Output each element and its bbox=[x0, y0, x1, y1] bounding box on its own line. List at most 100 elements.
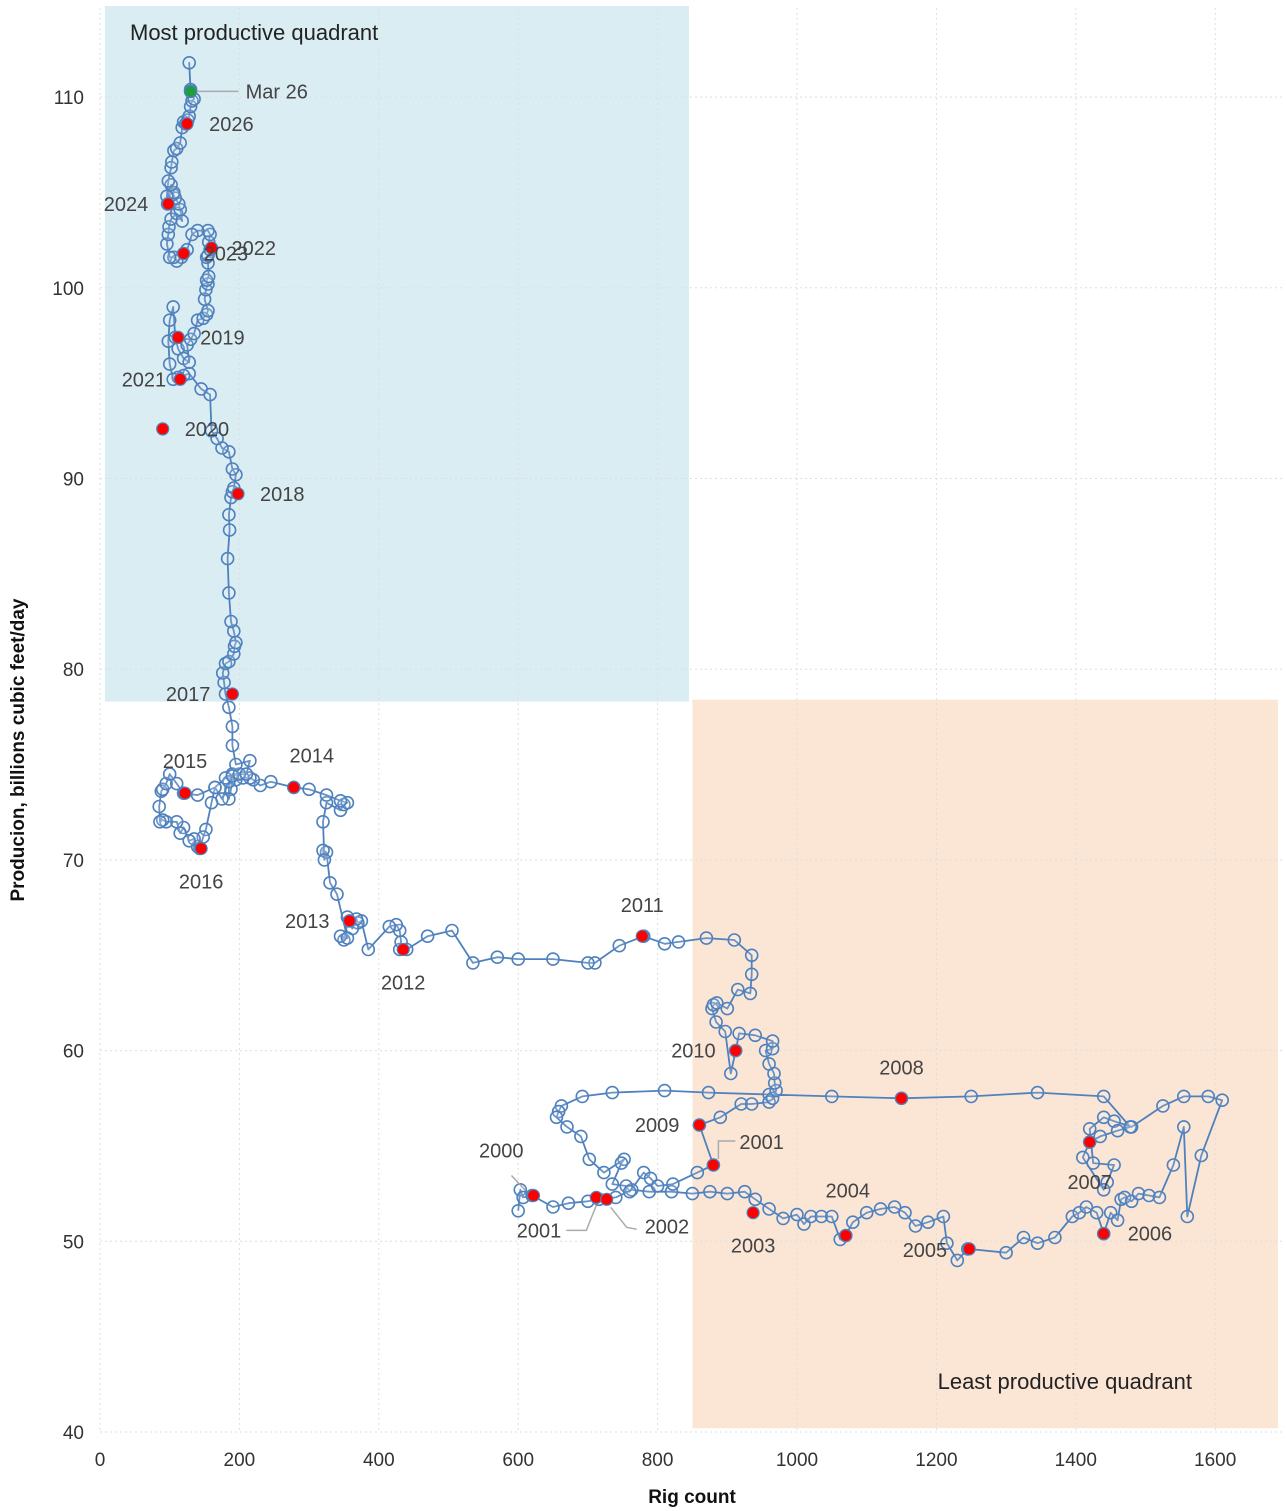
y-tick-label: 50 bbox=[63, 1232, 84, 1253]
data-point bbox=[222, 444, 236, 459]
data-point bbox=[1201, 1089, 1215, 1104]
annual-label-2007: 2007 bbox=[1067, 1172, 1112, 1194]
data-point bbox=[382, 919, 397, 934]
data-point bbox=[748, 1028, 763, 1043]
data-point bbox=[333, 793, 348, 808]
most-productive-region bbox=[104, 6, 689, 702]
data-point bbox=[1076, 1150, 1090, 1165]
data-point bbox=[581, 956, 595, 970]
data-point bbox=[1048, 1230, 1062, 1245]
annual-label-2018: 2018 bbox=[260, 484, 305, 506]
data-point bbox=[225, 462, 240, 476]
data-point bbox=[814, 1209, 829, 1224]
leader-line bbox=[510, 1174, 527, 1192]
data-point bbox=[666, 1177, 680, 1191]
data-point bbox=[614, 1156, 629, 1170]
data-point bbox=[201, 223, 215, 238]
data-point bbox=[204, 423, 219, 438]
y-tick-label: 70 bbox=[63, 851, 84, 872]
annual-marker-2024 bbox=[161, 197, 175, 211]
annual-label-2016: 2016 bbox=[179, 872, 224, 894]
data-point bbox=[887, 1200, 902, 1214]
annual-marker-2016 bbox=[194, 841, 208, 856]
data-point bbox=[762, 1202, 776, 1216]
data-point bbox=[574, 1129, 588, 1144]
annual-marker-2022 bbox=[204, 241, 219, 255]
leader-line bbox=[566, 1205, 597, 1232]
data-point bbox=[612, 938, 627, 953]
data-point bbox=[790, 1207, 804, 1222]
data-point bbox=[657, 936, 672, 951]
annual-label-2014: 2014 bbox=[290, 745, 335, 767]
annual-marker-2026 bbox=[180, 117, 194, 131]
data-point bbox=[1079, 1200, 1094, 1214]
data-point bbox=[767, 1076, 782, 1090]
data-point bbox=[153, 814, 167, 829]
data-point bbox=[1110, 1213, 1125, 1228]
data-point bbox=[546, 952, 560, 966]
data-point bbox=[1096, 1183, 1111, 1197]
annual-marker-2006 bbox=[1097, 1227, 1111, 1241]
data-point bbox=[718, 1024, 733, 1039]
data-point bbox=[776, 1211, 790, 1226]
data-point bbox=[173, 136, 187, 150]
annual-label-2023: 2023 bbox=[204, 244, 249, 266]
y-tick-label: 90 bbox=[63, 470, 84, 491]
data-point bbox=[720, 1001, 735, 1016]
annual-marker-2023 bbox=[177, 246, 191, 261]
axes: Rig count Producion, billions cubic feet… bbox=[8, 598, 736, 1508]
data-point bbox=[199, 822, 213, 837]
data-point bbox=[936, 1209, 951, 1224]
data-point bbox=[169, 814, 184, 829]
data-point bbox=[222, 700, 236, 715]
data-point bbox=[208, 780, 222, 795]
data-point bbox=[162, 250, 177, 265]
data-point bbox=[511, 1204, 526, 1218]
annual-marker-2004 bbox=[839, 1228, 853, 1243]
annual-marker-2009 bbox=[692, 1118, 707, 1132]
data-point bbox=[1107, 1158, 1121, 1172]
annual-marker-2001 bbox=[706, 1158, 721, 1172]
data-point bbox=[1117, 1190, 1132, 1205]
data-point bbox=[1110, 1123, 1125, 1138]
data-point bbox=[225, 738, 240, 753]
data-point bbox=[765, 1034, 780, 1048]
annual-marker-2014 bbox=[287, 780, 301, 795]
data-point bbox=[546, 1200, 560, 1214]
data-point bbox=[727, 933, 742, 947]
x-tick-label: 200 bbox=[224, 1450, 256, 1471]
data-point bbox=[185, 227, 199, 242]
data-point bbox=[561, 1196, 576, 1210]
data-point bbox=[701, 1085, 716, 1100]
data-point bbox=[182, 355, 196, 370]
data-point bbox=[1142, 1188, 1156, 1203]
data-point bbox=[723, 1066, 738, 1081]
annual-label-2006: 2006 bbox=[1128, 1224, 1173, 1246]
data-point bbox=[824, 1209, 839, 1224]
latest-label: Mar 26 bbox=[246, 81, 308, 103]
y-axis-title: Producion, billions cubic feet/day bbox=[8, 598, 29, 901]
data-point bbox=[182, 833, 196, 848]
annual-label-2010: 2010 bbox=[671, 1041, 716, 1063]
x-tick-label: 400 bbox=[363, 1450, 395, 1471]
data-point bbox=[744, 967, 759, 982]
y-tick-label: 80 bbox=[63, 660, 84, 681]
data-point bbox=[873, 1202, 888, 1216]
data-point bbox=[1100, 1175, 1114, 1189]
data-point bbox=[734, 1097, 749, 1111]
annual-marker-2019 bbox=[171, 330, 185, 344]
data-point bbox=[420, 929, 435, 944]
data-point bbox=[703, 1184, 717, 1199]
data-point bbox=[511, 952, 526, 966]
data-point bbox=[685, 1186, 700, 1201]
data-point bbox=[560, 1120, 574, 1134]
data-point bbox=[908, 1219, 923, 1233]
data-point bbox=[582, 1152, 597, 1167]
data-point bbox=[1016, 1230, 1031, 1245]
annotation-leaders bbox=[196, 90, 736, 1232]
annual-marker-2010 bbox=[729, 1043, 743, 1058]
series-track bbox=[152, 55, 1229, 1268]
annual-label-2019: 2019 bbox=[200, 327, 245, 349]
data-point bbox=[1177, 1089, 1191, 1104]
data-point bbox=[169, 776, 184, 791]
